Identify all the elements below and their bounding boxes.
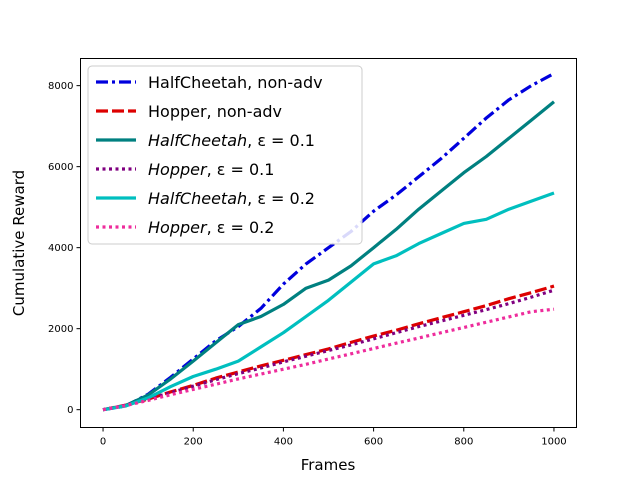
x-tick-label: 400 (274, 437, 293, 448)
y-tick-label: 8000 (48, 81, 73, 92)
legend-label-5: Hopper, ε = 0.2 (148, 218, 274, 237)
plot-frame (80, 58, 577, 428)
legend-label-3: Hopper, ε = 0.1 (148, 160, 274, 179)
series-line-5 (102, 307, 555, 412)
legend-box (87, 65, 363, 245)
y-tick-label: 2000 (48, 324, 73, 335)
y-tick-label: 4000 (48, 243, 73, 254)
legend-label-1: Hopper, non-adv (148, 102, 282, 121)
x-tick-label: 0 (100, 437, 106, 448)
y-axis-label: Cumulative Reward (10, 170, 28, 316)
x-tick-label: 600 (364, 437, 383, 448)
x-axis-ticks: 0 200 400 600 800 1000 (100, 427, 567, 448)
y-axis-ticks: 0 2000 4000 6000 8000 (48, 81, 81, 416)
y-tick-label: 6000 (48, 162, 73, 173)
legend-label-4: HalfCheetah, ε = 0.2 (148, 189, 315, 208)
y-tick-label: 0 (67, 405, 73, 416)
x-axis-label: Frames (301, 456, 356, 474)
x-tick-label: 800 (454, 437, 473, 448)
legend-label-2: HalfCheetah, ε = 0.1 (148, 131, 315, 150)
x-tick-label: 200 (184, 437, 203, 448)
series-lines (102, 72, 556, 412)
series-line-2 (102, 100, 556, 412)
series-line-1 (102, 284, 555, 412)
legend-label-0: HalfCheetah, non-adv (148, 73, 323, 92)
legend: HalfCheetah, non-adv Hopper, non-adv HalfC… (87, 65, 363, 245)
x-tick-label: 1000 (541, 437, 566, 448)
series-line-4 (102, 191, 555, 412)
